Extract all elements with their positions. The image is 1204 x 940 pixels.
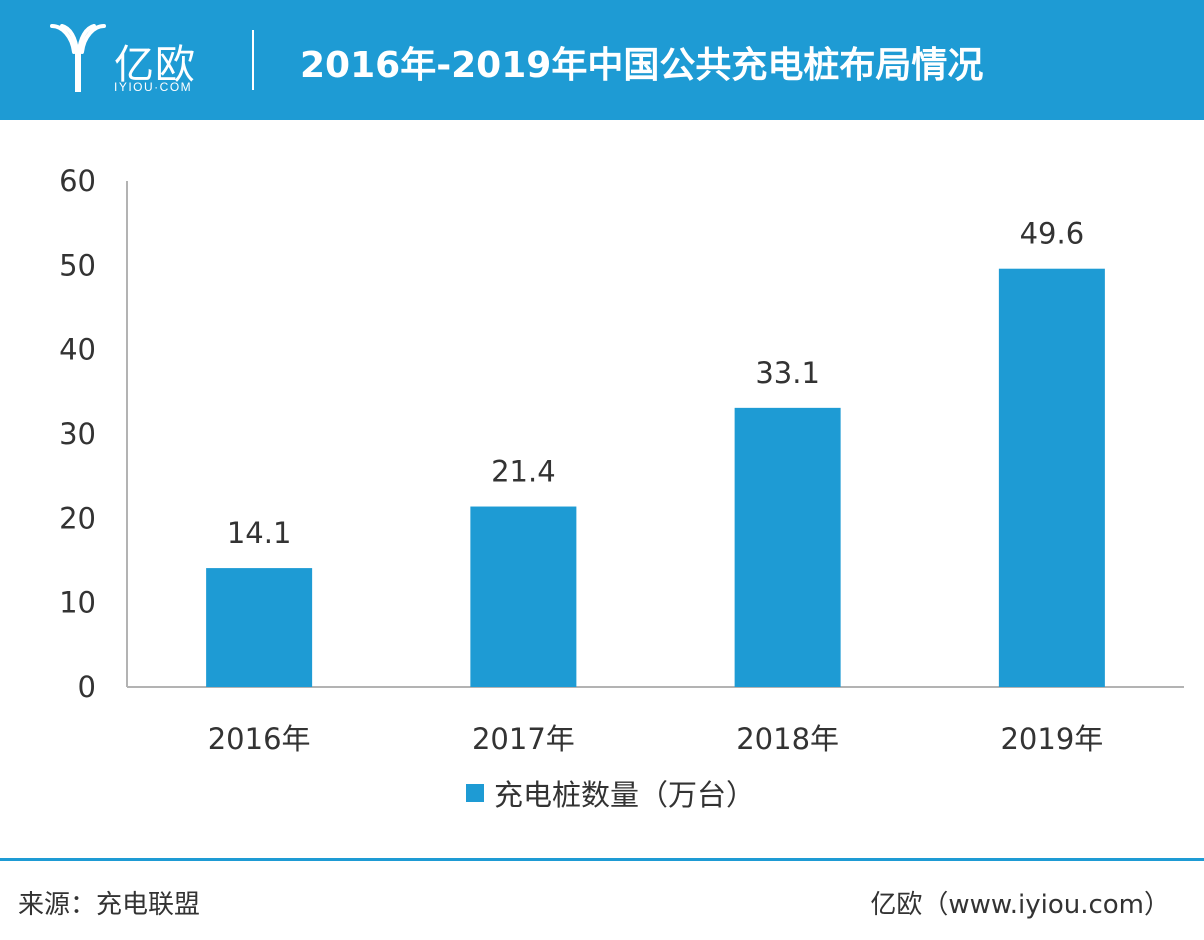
data-label: 49.6 xyxy=(1020,217,1085,251)
brand-logo[interactable]: 亿欧 IYIOU·COM xyxy=(48,22,208,98)
logo-y-icon xyxy=(50,24,106,92)
data-label: 14.1 xyxy=(227,516,292,550)
data-label: 21.4 xyxy=(491,455,556,489)
y-tick-label: 50 xyxy=(59,248,96,282)
logo-subtext: IYIOU·COM xyxy=(114,80,193,94)
site-credit: 亿欧（www.iyiou.com） xyxy=(870,890,1170,920)
chart-legend: 充电桩数量（万台） xyxy=(466,773,755,813)
y-tick-label: 60 xyxy=(59,164,96,198)
bar xyxy=(470,506,577,687)
legend-swatch xyxy=(466,784,484,802)
y-tick-label: 10 xyxy=(59,586,96,620)
x-tick-label: 2016年 xyxy=(208,722,311,756)
y-tick-label: 40 xyxy=(59,333,96,367)
y-tick-label: 0 xyxy=(78,670,96,704)
logo-text: 亿欧 xyxy=(114,42,196,88)
x-tick-label: 2019年 xyxy=(1000,722,1103,756)
x-tick-label: 2018年 xyxy=(736,722,839,756)
header-divider xyxy=(252,30,254,90)
bar xyxy=(206,568,313,687)
footer-divider xyxy=(0,858,1204,861)
data-label: 33.1 xyxy=(755,356,820,390)
header-banner: 亿欧 IYIOU·COM 2016年-2019年中国公共充电桩布局情况 xyxy=(0,0,1204,120)
bar xyxy=(734,407,841,687)
page-title: 2016年-2019年中国公共充电桩布局情况 xyxy=(300,45,984,86)
y-tick-label: 30 xyxy=(59,417,96,451)
bar-chart: 0 10 20 30 40 50 60 14.1 2016年 21.4 2017年 33.1 2018年… xyxy=(59,164,1184,756)
y-tick-label: 20 xyxy=(59,501,96,535)
x-tick-label: 2017年 xyxy=(472,722,575,756)
source-note: 来源：充电联盟 xyxy=(18,890,201,920)
legend-label: 充电桩数量（万台） xyxy=(494,778,756,812)
bar xyxy=(998,268,1105,687)
